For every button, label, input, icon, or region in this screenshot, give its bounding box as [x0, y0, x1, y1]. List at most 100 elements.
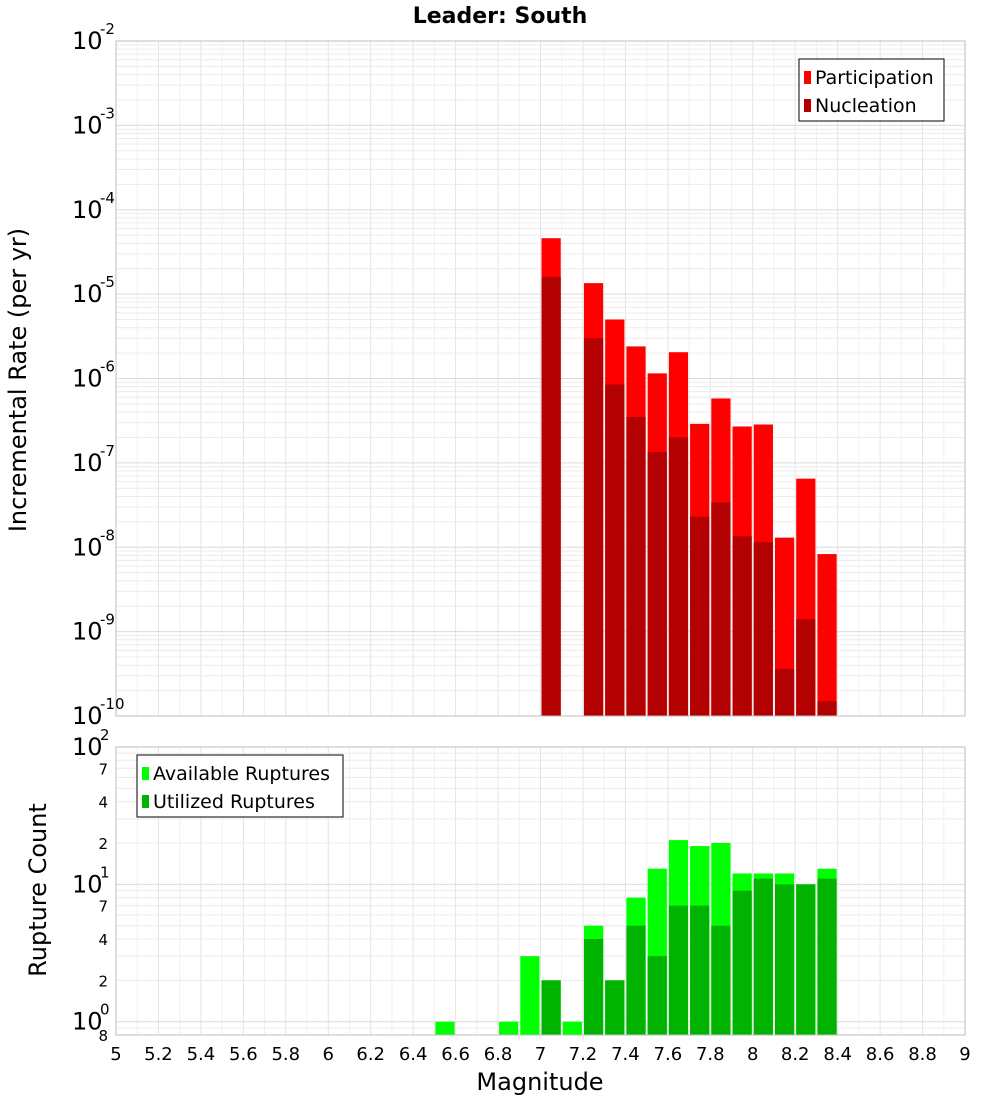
x-tick-label: 5 — [110, 1044, 121, 1065]
x-axis-label: Magnitude — [476, 1068, 603, 1096]
rate-y-axis-label: Incremental Rate (per yr) — [4, 228, 32, 532]
rate-bar-participation — [817, 554, 837, 716]
count-bar-utilized-ruptures — [626, 925, 646, 1035]
rate-bar-nucleation — [583, 338, 604, 716]
rate-bar-nucleation — [753, 542, 773, 716]
count-y-minor-tick-label: 7 — [98, 898, 108, 916]
count-legend-label: Utilized Ruptures — [153, 791, 315, 813]
count-legend-swatch — [142, 767, 149, 780]
rate-bar-nucleation — [626, 416, 646, 716]
chart-title: Leader: South — [413, 4, 588, 29]
rate-legend — [798, 58, 945, 122]
x-tick-label: 8 — [747, 1044, 758, 1065]
count-bar-utilized-ruptures — [753, 878, 773, 1035]
x-tick-label: 8.2 — [781, 1044, 810, 1065]
count-bar-available-ruptures — [435, 1021, 455, 1035]
count-bar-available-ruptures — [520, 956, 540, 1035]
rate-y-tick-label: 10 — [72, 27, 103, 55]
x-tick-label: 5.4 — [187, 1044, 216, 1065]
x-tick-label: 6 — [323, 1044, 334, 1065]
count-bar-available-ruptures — [562, 1021, 582, 1035]
count-y-tick-label: 10 — [72, 1008, 103, 1036]
rate-y-tick-label: 10 — [72, 111, 103, 139]
count-bar-utilized-ruptures — [605, 980, 625, 1035]
rate-y-tick-exponent: -10 — [100, 695, 125, 713]
x-tick-label: 7.6 — [654, 1044, 683, 1065]
rate-bar-nucleation — [605, 384, 625, 716]
count-y-axis-label: Rupture Count — [24, 803, 52, 977]
count-bar-utilized-ruptures — [647, 956, 667, 1035]
rate-bar-nucleation — [817, 701, 837, 716]
rate-legend-label: Participation — [815, 67, 934, 89]
rate-y-tick-label: 10 — [72, 618, 103, 646]
count-y-tick-exponent: 0 — [100, 1001, 110, 1019]
rate-y-tick-exponent: -2 — [100, 20, 115, 38]
x-tick-label: 8.6 — [866, 1044, 895, 1065]
x-tick-label: 6.8 — [484, 1044, 513, 1065]
count-bar-utilized-ruptures — [796, 884, 816, 1035]
x-tick-label: 6.6 — [441, 1044, 470, 1065]
count-y-minor-tick-label: 2 — [98, 972, 108, 990]
rate-y-tick-exponent: -8 — [100, 526, 115, 544]
rate-y-tick-label: 10 — [72, 449, 103, 477]
x-tick-label: 5.8 — [271, 1044, 300, 1065]
rate-y-tick-label: 10 — [72, 702, 103, 730]
count-y-minor-tick-label: 4 — [98, 931, 108, 949]
x-tick-label: 5.6 — [229, 1044, 258, 1065]
count-y-minor-tick-label: 4 — [98, 794, 108, 812]
rate-panel: 10-1010-910-810-710-610-510-410-310-2Par… — [72, 20, 966, 730]
rate-y-tick-label: 10 — [72, 196, 103, 224]
x-tick-label: 7 — [535, 1044, 546, 1065]
x-tick-label: 7.8 — [696, 1044, 725, 1065]
rate-bar-nucleation — [647, 451, 667, 716]
count-legend — [136, 754, 344, 818]
count-bar-utilized-ruptures — [583, 939, 604, 1035]
count-bar-utilized-ruptures — [690, 905, 710, 1035]
rate-legend-swatch — [804, 71, 811, 84]
x-tick-label: 7.2 — [569, 1044, 598, 1065]
count-bar-utilized-ruptures — [541, 980, 561, 1035]
rate-legend-swatch — [804, 99, 811, 112]
count-y-tick-label: 10 — [72, 870, 103, 898]
rate-y-tick-label: 10 — [72, 280, 103, 308]
rate-y-tick-exponent: -4 — [100, 189, 115, 207]
x-tick-label: 6.2 — [356, 1044, 385, 1065]
rate-legend-label: Nucleation — [815, 95, 917, 117]
x-tick-label: 9 — [959, 1044, 970, 1065]
rate-y-tick-exponent: -6 — [100, 358, 115, 376]
count-bar-utilized-ruptures — [774, 884, 795, 1035]
count-legend-swatch — [142, 795, 149, 808]
count-bar-available-ruptures — [499, 1021, 519, 1035]
count-plot-border — [115, 746, 966, 1036]
count-y-minor-tick-label: 2 — [98, 835, 108, 853]
count-y-minor-tick-label: 7 — [98, 760, 108, 778]
x-tick-label: 6.4 — [399, 1044, 428, 1065]
count-y-minor-tick-label: 8 — [98, 1027, 108, 1045]
count-bar-utilized-ruptures — [668, 905, 689, 1035]
x-tick-label: 5.2 — [144, 1044, 173, 1065]
rate-bar-nucleation — [796, 619, 816, 716]
rate-bar-nucleation — [711, 502, 731, 716]
rate-bar-nucleation — [668, 437, 689, 716]
count-y-tick-exponent: 1 — [100, 863, 110, 881]
x-tick-label: 8.4 — [823, 1044, 852, 1065]
count-bar-utilized-ruptures — [817, 878, 837, 1035]
x-tick-label: 7.4 — [611, 1044, 640, 1065]
rate-y-tick-label: 10 — [72, 533, 103, 561]
rate-y-tick-exponent: -7 — [100, 442, 115, 460]
rate-y-tick-label: 10 — [72, 365, 103, 393]
rate-y-tick-exponent: -5 — [100, 273, 115, 291]
count-bar-utilized-ruptures — [732, 890, 752, 1035]
rate-bar-nucleation — [690, 516, 710, 716]
count-y-tick-label: 10 — [72, 733, 103, 761]
count-bar-utilized-ruptures — [711, 925, 731, 1035]
rate-bar-nucleation — [541, 276, 561, 716]
rate-bar-nucleation — [774, 669, 795, 716]
count-legend-label: Available Ruptures — [153, 763, 330, 785]
rate-y-tick-exponent: -3 — [100, 104, 115, 122]
rate-bar-nucleation — [732, 536, 752, 716]
x-tick-label: 8.8 — [908, 1044, 937, 1065]
